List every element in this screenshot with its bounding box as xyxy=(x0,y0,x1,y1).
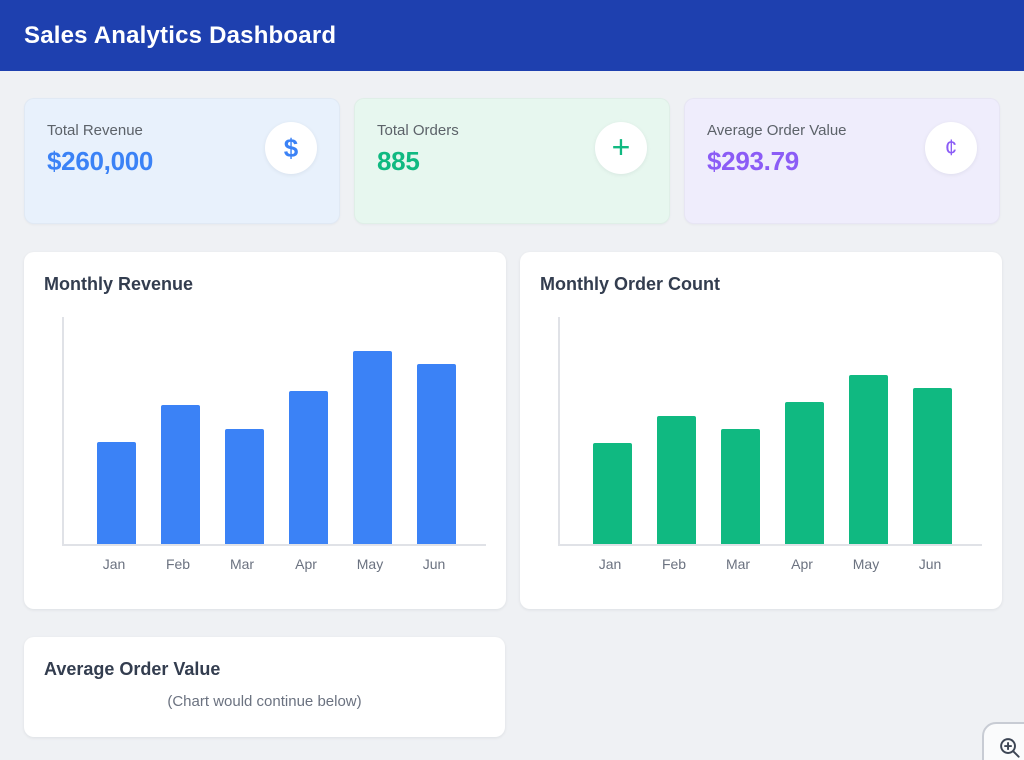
zoom-in-button[interactable] xyxy=(982,722,1024,760)
panel-note: (Chart would continue below) xyxy=(167,693,362,710)
monthly-revenue-label-may: May xyxy=(356,556,384,572)
stat-value: $293.79 xyxy=(707,146,799,176)
monthly-order-count-label-mar: Mar xyxy=(725,556,751,572)
plus-icon-glyph: + xyxy=(611,128,631,165)
stat-text: Total Orders 885 xyxy=(377,122,459,177)
monthly-order-count-label-apr: Apr xyxy=(791,556,813,572)
empty-cell xyxy=(519,637,1000,737)
monthly-order-count-chart xyxy=(558,317,982,546)
stats-row: Total Revenue $260,000 $ Total Orders 88… xyxy=(24,98,1000,224)
monthly-order-count-bar-may xyxy=(848,375,888,544)
monthly-order-count-bar-mar xyxy=(720,429,760,544)
monthly-revenue-bar-jan xyxy=(96,442,136,544)
stat-value: $260,000 xyxy=(47,146,154,176)
stat-text: Average Order Value $293.79 xyxy=(707,122,847,177)
plus-icon: + xyxy=(595,122,647,174)
stat-label: Total Orders xyxy=(377,122,459,139)
page-title: Sales Analytics Dashboard xyxy=(24,21,337,49)
monthly-revenue-label-feb: Feb xyxy=(165,556,191,572)
content-area: Total Revenue $260,000 $ Total Orders 88… xyxy=(0,71,1024,737)
monthly-revenue-x-axis-labels: Jan Feb Mar Apr May Jun xyxy=(62,556,486,572)
monthly-revenue-bar-mar xyxy=(224,429,264,544)
header-bar: Sales Analytics Dashboard xyxy=(0,0,1024,71)
monthly-revenue-label-jan: Jan xyxy=(102,556,126,572)
stat-card-total-orders: Total Orders 885 + xyxy=(354,98,670,224)
cent-icon-glyph: ¢ xyxy=(944,135,958,160)
charts-row: Monthly Revenue Jan Feb Mar Apr May Jun Month… xyxy=(24,252,1002,609)
monthly-order-count-label-jun: Jun xyxy=(918,556,942,572)
monthly-revenue-bar-jun xyxy=(416,364,456,544)
monthly-order-count-bar-jan xyxy=(592,443,632,544)
monthly-order-count-bar-jun xyxy=(912,388,952,544)
average-order-value-card: Average Order Value (Chart would continu… xyxy=(24,637,505,737)
stat-value: 885 xyxy=(377,146,420,176)
monthly-revenue-label-mar: Mar xyxy=(229,556,255,572)
stat-label: Average Order Value xyxy=(707,122,847,139)
monthly-order-count-label-feb: Feb xyxy=(661,556,687,572)
stat-text: Total Revenue $260,000 xyxy=(47,122,153,177)
zoom-in-icon xyxy=(997,735,1023,760)
monthly-revenue-label-apr: Apr xyxy=(295,556,317,572)
monthly-order-count-x-axis-labels: Jan Feb Mar Apr May Jun xyxy=(558,556,982,572)
dollar-icon-glyph: $ xyxy=(283,132,299,163)
monthly-revenue-bar-feb xyxy=(160,405,200,544)
monthly-order-count-label-jan: Jan xyxy=(598,556,622,572)
panel-title: Average Order Value xyxy=(44,659,221,679)
stat-card-total-revenue: Total Revenue $260,000 $ xyxy=(24,98,340,224)
monthly-order-count-bar-apr xyxy=(784,402,824,544)
monthly-order-count-bar-feb xyxy=(656,416,696,544)
stat-card-average-order-value: Average Order Value $293.79 ¢ xyxy=(684,98,1000,224)
stat-label: Total Revenue xyxy=(47,122,143,139)
monthly-revenue-label-jun: Jun xyxy=(422,556,446,572)
chart-title: Monthly Revenue xyxy=(44,274,194,294)
monthly-revenue-bar-apr xyxy=(288,391,328,544)
chart-title: Monthly Order Count xyxy=(540,274,720,294)
monthly-revenue-chart-card: Monthly Revenue Jan Feb Mar Apr May Jun xyxy=(24,252,506,609)
monthly-order-count-chart-card: Monthly Order Count Jan Feb Mar Apr May Jun xyxy=(520,252,1002,609)
monthly-order-count-label-may: May xyxy=(852,556,880,572)
dollar-icon: $ xyxy=(265,122,317,174)
bottom-row: Average Order Value (Chart would continu… xyxy=(24,637,1000,737)
monthly-revenue-bar-may xyxy=(352,351,392,544)
monthly-revenue-chart xyxy=(62,317,486,546)
cent-icon: ¢ xyxy=(925,122,977,174)
